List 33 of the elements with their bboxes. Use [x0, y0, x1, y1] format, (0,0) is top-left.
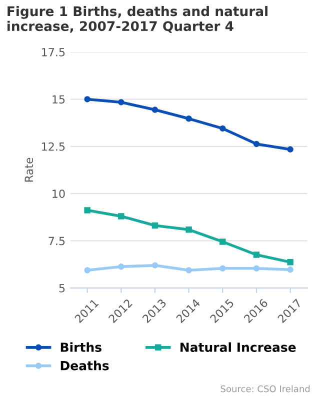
- point: [84, 267, 90, 274]
- point: [186, 116, 192, 122]
- y-tick-label: 15: [52, 95, 65, 104]
- point: [220, 265, 226, 272]
- point: [253, 265, 260, 272]
- point: [118, 264, 124, 270]
- legend-label: Births: [60, 342, 102, 352]
- y-tick-label: 5: [59, 284, 65, 292]
- point: [84, 207, 90, 214]
- point: [186, 267, 192, 274]
- point: [118, 99, 124, 106]
- source-note: Source: CSO Ireland: [220, 385, 310, 392]
- y-tick-label: 12.5: [42, 142, 65, 151]
- legend-label: Natural Increase: [180, 342, 296, 352]
- point: [118, 213, 124, 220]
- point: [220, 238, 226, 245]
- point: [152, 262, 158, 268]
- legend-label: Deaths: [60, 360, 109, 370]
- y-tick-label: 10: [52, 190, 65, 198]
- point: [287, 259, 294, 266]
- point: [152, 106, 158, 113]
- point: [84, 96, 90, 102]
- y-axis-title: Rate: [24, 158, 34, 182]
- point: [220, 125, 226, 132]
- point: [186, 226, 192, 233]
- chart-title: Figure 1 Births, deaths and natural increase, 2007-2017 Quarter 4: [8, 6, 268, 33]
- point: [152, 222, 158, 229]
- point: [253, 252, 260, 258]
- y-tick-label: 17.5: [42, 48, 65, 56]
- point: [287, 146, 294, 153]
- point: [287, 266, 294, 273]
- point: [253, 140, 260, 148]
- y-tick-label: 7.5: [48, 236, 65, 246]
